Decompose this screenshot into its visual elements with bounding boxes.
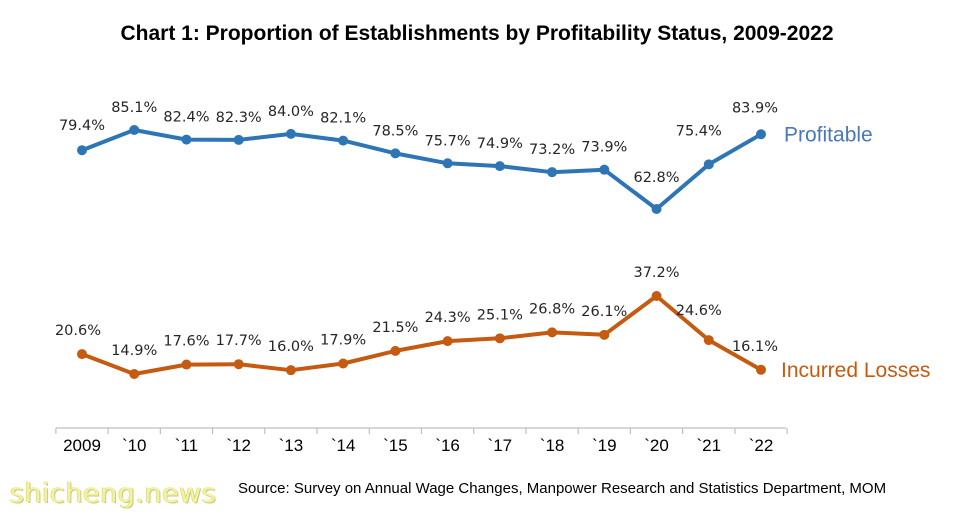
data-point bbox=[338, 358, 349, 369]
x-tick-label: `10 bbox=[122, 436, 147, 455]
data-label: 17.6% bbox=[163, 334, 209, 350]
data-label: 74.9% bbox=[477, 136, 523, 152]
data-label: 16.0% bbox=[268, 339, 314, 355]
data-label: 37.2% bbox=[633, 265, 679, 281]
data-point bbox=[547, 327, 558, 338]
data-label: 20.6% bbox=[55, 323, 101, 339]
data-label: 82.4% bbox=[163, 110, 209, 126]
data-point bbox=[285, 128, 296, 139]
x-tick-label: `11 bbox=[175, 436, 198, 455]
data-point bbox=[233, 359, 244, 370]
x-tick-label: 2009 bbox=[63, 436, 101, 455]
series-line bbox=[81, 294, 762, 376]
data-point bbox=[129, 369, 140, 379]
data-point bbox=[651, 204, 662, 214]
data-point bbox=[599, 164, 610, 175]
data-label: 17.7% bbox=[216, 333, 262, 349]
x-tick-label: `15 bbox=[383, 436, 408, 455]
x-axis: 2009 `10 `11 `12 `13 `14 `15 `16 `17 `18 `19 `20 `21… bbox=[55, 427, 788, 455]
data-label: 26.8% bbox=[529, 301, 575, 317]
data-label: 85.1% bbox=[111, 100, 157, 116]
data-label: 78.5% bbox=[372, 123, 418, 139]
series-name-label: Profitable bbox=[784, 123, 873, 146]
x-tick-label: `14 bbox=[331, 436, 356, 455]
data-point bbox=[338, 135, 349, 146]
data-label: 75.4% bbox=[676, 123, 722, 139]
data-point bbox=[77, 145, 87, 156]
series-incurred-losses: 20.6% 14.9% 17.6% 17.7% 16.0% 17.9% 21.5% 24.3%… bbox=[55, 265, 930, 382]
data-point bbox=[703, 335, 714, 346]
x-tick-label: `13 bbox=[279, 436, 304, 455]
data-label: 16.1% bbox=[732, 339, 778, 355]
data-label: 73.2% bbox=[529, 142, 575, 158]
data-label: 82.3% bbox=[216, 110, 262, 126]
data-label: 26.1% bbox=[581, 304, 627, 320]
data-point bbox=[599, 329, 610, 340]
x-tick-label: `16 bbox=[435, 436, 460, 455]
series-name-label: Incurred Losses bbox=[781, 359, 930, 382]
watermark: shicheng.news bbox=[10, 478, 217, 509]
data-label: 21.5% bbox=[372, 320, 418, 336]
chart-title: Chart 1: Proportion of Establishments by… bbox=[120, 22, 834, 45]
x-tick-label: `21 bbox=[696, 436, 721, 455]
data-point bbox=[442, 158, 453, 169]
data-label: 17.9% bbox=[320, 333, 366, 349]
x-tick-label: `22 bbox=[749, 436, 774, 455]
data-label: 75.7% bbox=[425, 133, 471, 149]
source-note: Source: Survey on Annual Wage Changes, M… bbox=[238, 480, 887, 497]
x-tick-label: `12 bbox=[226, 436, 251, 455]
data-label: 83.9% bbox=[732, 100, 778, 116]
data-point bbox=[77, 349, 87, 360]
data-label: 14.9% bbox=[111, 343, 157, 359]
x-tick-label: `20 bbox=[644, 436, 669, 455]
data-label: 62.8% bbox=[633, 170, 679, 186]
series-profitable: 79.4% 85.1% 82.4% 82.3% 84.0% 82.1% 78.5% 75.7%… bbox=[59, 100, 873, 214]
data-point bbox=[547, 167, 558, 178]
x-tick-label: `19 bbox=[592, 436, 617, 455]
data-label: 84.0% bbox=[268, 104, 314, 120]
data-point bbox=[703, 159, 714, 170]
data-point bbox=[390, 345, 401, 356]
data-point bbox=[285, 365, 296, 376]
data-point bbox=[494, 333, 505, 344]
data-label: 24.3% bbox=[425, 310, 471, 326]
data-point bbox=[390, 148, 401, 159]
data-point bbox=[756, 364, 766, 375]
data-label: 82.1% bbox=[320, 111, 366, 127]
data-label: 73.9% bbox=[581, 140, 627, 156]
data-point bbox=[129, 125, 140, 135]
data-label: 24.6% bbox=[676, 303, 722, 319]
data-point bbox=[756, 129, 766, 140]
data-point bbox=[181, 359, 192, 370]
data-point bbox=[651, 291, 662, 301]
x-tick-label: `17 bbox=[488, 436, 513, 455]
x-tick-label: `18 bbox=[540, 436, 565, 455]
data-point bbox=[181, 134, 192, 145]
data-point bbox=[494, 161, 505, 172]
data-label: 25.1% bbox=[477, 307, 523, 323]
series-line bbox=[81, 128, 762, 211]
series-layer: 79.4% 85.1% 82.4% 82.3% 84.0% 82.1% 78.5% 75.7%… bbox=[55, 100, 930, 382]
data-point bbox=[442, 336, 453, 347]
data-point bbox=[233, 134, 244, 145]
data-label: 79.4% bbox=[59, 118, 105, 134]
